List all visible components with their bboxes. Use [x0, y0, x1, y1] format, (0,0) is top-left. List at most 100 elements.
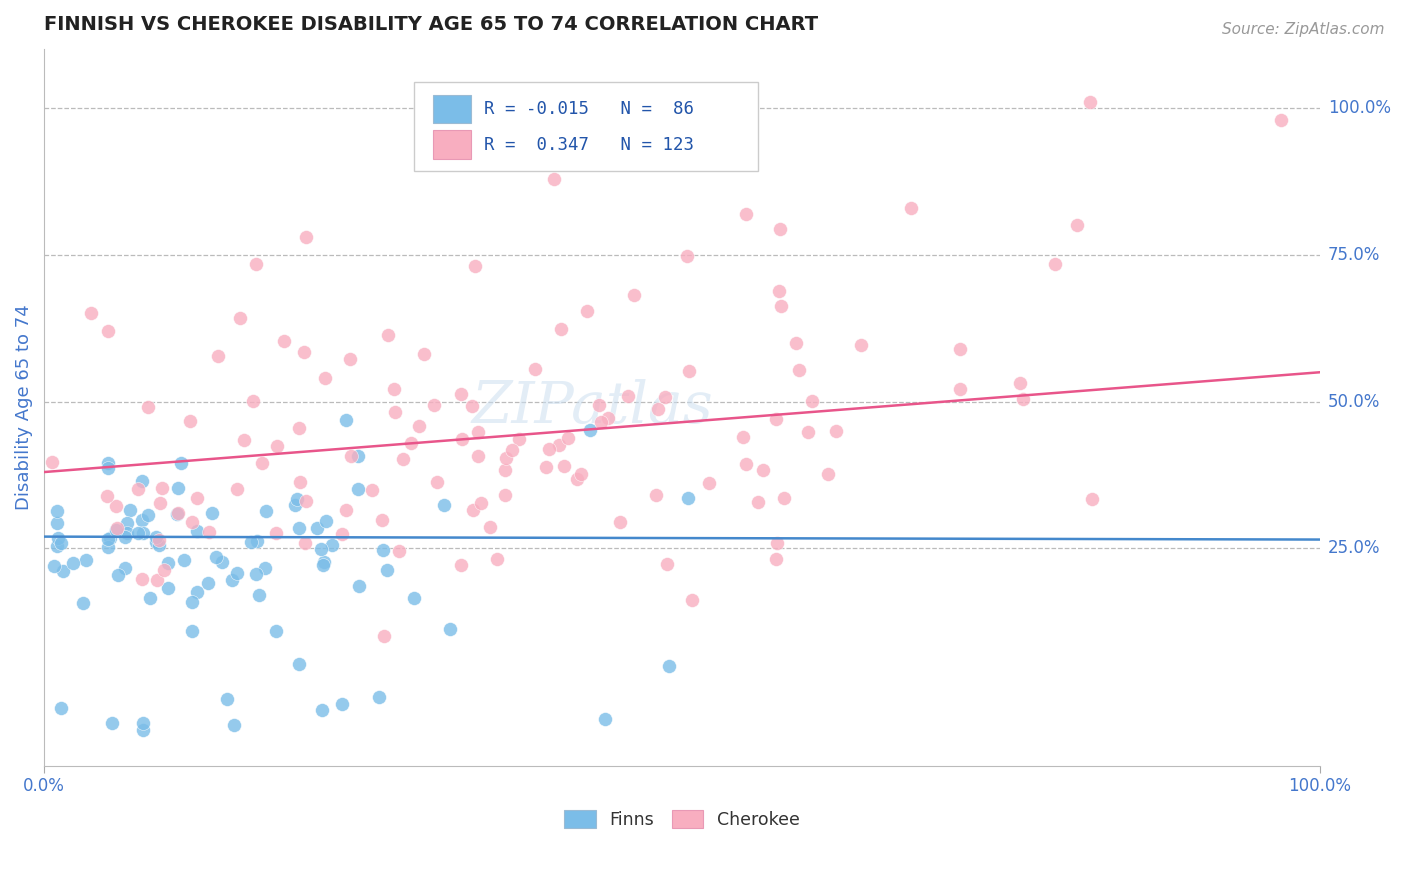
Point	[796, 425, 818, 439]
Point	[426, 475, 449, 489]
Point	[44, 559, 66, 574]
Point	[246, 533, 269, 548]
Point	[197, 525, 219, 540]
Point	[439, 622, 461, 636]
Point	[97, 533, 120, 547]
FancyBboxPatch shape	[413, 82, 758, 171]
Point	[181, 515, 204, 529]
Point	[226, 566, 249, 580]
Point	[412, 346, 434, 360]
Point	[315, 514, 337, 528]
Point	[467, 425, 489, 440]
Point	[765, 536, 787, 550]
Point	[201, 506, 224, 520]
Point	[46, 504, 69, 518]
Point	[312, 558, 335, 573]
Y-axis label: Disability Age 65 to 74: Disability Age 65 to 74	[15, 304, 32, 510]
Point	[127, 525, 149, 540]
Point	[145, 534, 167, 549]
Point	[245, 257, 267, 271]
Point	[543, 171, 565, 186]
Point	[644, 488, 666, 502]
Point	[148, 538, 170, 552]
Point	[170, 456, 193, 470]
Point	[769, 299, 792, 313]
Point	[114, 530, 136, 544]
Point	[105, 521, 128, 535]
Point	[588, 399, 610, 413]
Point	[330, 526, 353, 541]
Point	[1008, 376, 1031, 391]
Point	[486, 551, 509, 566]
Point	[226, 483, 249, 497]
FancyBboxPatch shape	[433, 95, 471, 123]
Point	[553, 458, 575, 473]
Point	[307, 521, 329, 535]
Point	[309, 541, 332, 556]
Point	[384, 405, 406, 419]
Point	[460, 399, 482, 413]
Point	[288, 421, 311, 435]
Point	[46, 516, 69, 531]
Point	[617, 389, 640, 403]
Point	[136, 401, 159, 415]
Point	[114, 561, 136, 575]
Point	[156, 581, 179, 595]
Point	[321, 539, 343, 553]
Text: R =  0.347   N = 123: R = 0.347 N = 123	[484, 136, 695, 153]
Point	[408, 418, 430, 433]
Point	[75, 553, 97, 567]
Point	[167, 481, 190, 495]
Point	[287, 491, 309, 506]
Point	[72, 596, 94, 610]
Point	[131, 572, 153, 586]
Point	[900, 201, 922, 215]
Point	[550, 322, 572, 336]
Point	[399, 435, 422, 450]
Point	[371, 543, 394, 558]
Point	[335, 413, 357, 427]
Point	[294, 535, 316, 549]
Point	[314, 555, 336, 569]
Point	[62, 556, 84, 570]
Point	[373, 629, 395, 643]
Point	[295, 494, 318, 508]
Point	[433, 499, 456, 513]
Point	[647, 401, 669, 416]
Point	[849, 338, 872, 352]
Point	[250, 456, 273, 470]
Point	[96, 540, 118, 554]
Point	[494, 488, 516, 502]
Point	[339, 450, 361, 464]
Point	[676, 491, 699, 505]
Point	[747, 495, 769, 509]
Point	[367, 690, 389, 705]
Point	[157, 556, 180, 570]
Point	[375, 563, 398, 577]
Point	[145, 530, 167, 544]
Point	[288, 657, 311, 671]
Point	[579, 423, 602, 437]
Point	[681, 593, 703, 607]
Point	[768, 284, 790, 298]
Point	[623, 288, 645, 302]
Text: 75.0%: 75.0%	[1329, 246, 1381, 264]
Point	[79, 306, 101, 320]
Point	[654, 390, 676, 404]
Point	[536, 460, 558, 475]
Point	[817, 467, 839, 482]
Point	[266, 439, 288, 453]
Point	[131, 474, 153, 488]
Point	[207, 349, 229, 363]
Point	[450, 558, 472, 572]
Point	[461, 502, 484, 516]
Point	[288, 475, 311, 489]
Point	[537, 442, 560, 457]
Point	[232, 433, 254, 447]
Point	[1045, 257, 1067, 271]
Point	[422, 398, 444, 412]
Point	[609, 515, 631, 529]
Text: 100.0%: 100.0%	[1329, 99, 1391, 117]
Point	[332, 697, 354, 711]
Point	[371, 513, 394, 527]
